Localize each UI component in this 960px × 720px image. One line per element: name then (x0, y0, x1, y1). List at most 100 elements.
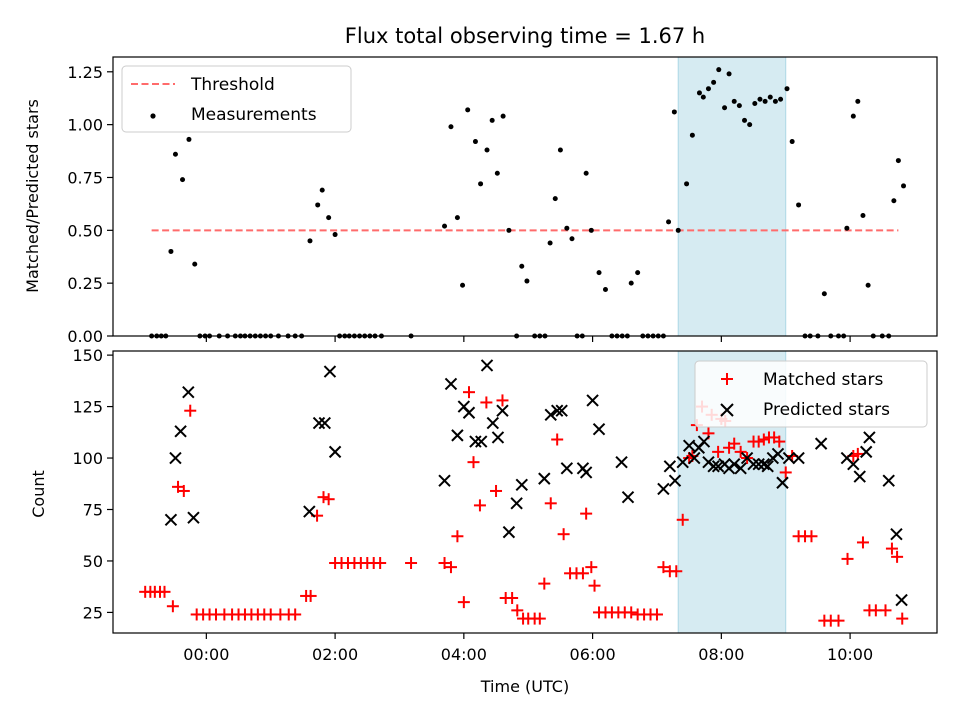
measurement-point (172, 151, 178, 157)
predicted-star-point (328, 445, 342, 459)
predicted-star-point (515, 478, 528, 492)
y-axis-ticks: 25 50 75 100 125 150 (72, 346, 113, 622)
measurement-point (588, 227, 594, 233)
measurement-point (716, 67, 722, 73)
measurement-point (448, 124, 454, 130)
measurement-point (772, 98, 778, 104)
predicted-star-point (747, 458, 760, 471)
measurement-point (635, 270, 641, 276)
matched-star-point (676, 513, 689, 526)
matched-star-point (851, 447, 864, 460)
measurement-point (454, 215, 460, 221)
y-tick-label: 150 (72, 346, 103, 365)
matched-star-point (317, 491, 330, 504)
predicted-star-point (882, 474, 895, 487)
measurement-point (675, 227, 681, 233)
ratio-subplot: Flux total observing time = 1.67 h 0.000… (23, 24, 938, 346)
matched-star-point (490, 484, 503, 497)
predicted-star-point (451, 429, 464, 442)
predicted-star-point (890, 527, 903, 541)
measurement-point (484, 147, 490, 153)
predicted-star-point (615, 455, 628, 469)
predicted-star-point (579, 466, 593, 479)
matched-stars-points (139, 386, 909, 627)
measurement-point (722, 105, 728, 111)
measurement-point (596, 270, 602, 276)
measurement-point (784, 86, 790, 92)
measurement-point (494, 170, 500, 176)
predicted-star-point (469, 435, 482, 448)
predicted-star-point (550, 404, 564, 417)
measurement-point (850, 113, 856, 119)
predicted-star-point (169, 451, 182, 465)
measurement-point (519, 263, 525, 269)
predicted-star-point (847, 458, 860, 471)
y-tick-label: 0.50 (67, 221, 103, 240)
predicted-star-point (486, 416, 500, 430)
matched-star-point (734, 445, 747, 458)
predicted-star-point (187, 511, 200, 524)
measurement-point (332, 232, 338, 238)
measurement-point (442, 223, 448, 229)
measurement-point (778, 96, 784, 102)
y-axis-ticks: 0.00 0.25 0.50 0.75 1.00 1.25 (67, 63, 113, 346)
measurement-point (891, 198, 897, 204)
matched-star-point (462, 386, 475, 399)
matched-star-point (879, 604, 892, 617)
matched-star-point (457, 596, 470, 609)
predicted-star-point (771, 447, 785, 461)
y-tick-label: 0.75 (67, 168, 103, 187)
x-axis-label: Time (UTC) (480, 677, 569, 696)
legend-frame (694, 360, 928, 428)
predicted-star-point (657, 482, 670, 496)
measurement-point (168, 248, 174, 254)
measurement-point (564, 225, 570, 231)
matched-star-point (166, 600, 179, 613)
y-tick-label: 100 (72, 449, 103, 468)
measurement-point (192, 261, 198, 267)
measurement-point (524, 278, 530, 284)
y-tick-label: 75 (83, 500, 103, 519)
predicted-star-point (682, 439, 696, 452)
measurement-point (762, 98, 768, 104)
matched-star-point (752, 435, 765, 448)
legend-frame (121, 65, 352, 133)
matched-star-point (473, 499, 486, 512)
measurement-point (557, 147, 563, 153)
predicted-star-point (792, 451, 805, 465)
measurement-point (860, 213, 866, 219)
measurement-point (789, 139, 795, 145)
measurement-point (796, 202, 802, 208)
measurement-point (478, 181, 484, 187)
matched-star-point (158, 585, 171, 598)
predicted-star-point (312, 416, 326, 430)
matched-star-point (322, 493, 335, 506)
matched-star-point (289, 608, 302, 621)
measurement-point (895, 158, 901, 164)
measurement-point (319, 187, 325, 193)
predicted-star-point (592, 423, 606, 436)
matched-star-point (779, 466, 792, 479)
legend-threshold-label: Threshold (190, 75, 275, 95)
measurement-point (186, 136, 192, 142)
measurement-point (711, 79, 717, 85)
y-tick-label: 1.00 (67, 116, 103, 135)
matched-star-point (451, 530, 464, 543)
matched-star-point (885, 542, 898, 555)
matched-star-point (544, 497, 557, 510)
matched-star-point (832, 614, 845, 627)
matched-star-point (585, 561, 598, 574)
matched-star-point (557, 528, 570, 541)
matched-star-point (405, 557, 418, 570)
matched-star-point (511, 604, 524, 617)
x-axis-ticks: 00:00 02:00 04:00 06:00 08:00 10:00 (183, 633, 873, 664)
measurement-point (547, 240, 553, 246)
predicted-star-point (560, 462, 574, 475)
y-axis-label: Matched/Predicted stars (23, 99, 42, 293)
predicted-star-point (814, 437, 828, 450)
measurement-point (583, 170, 589, 176)
axes-frame (112, 350, 938, 634)
measurement-point (465, 107, 471, 113)
x-tick-label: 04:00 (441, 645, 487, 664)
predicted-star-point (303, 505, 316, 518)
